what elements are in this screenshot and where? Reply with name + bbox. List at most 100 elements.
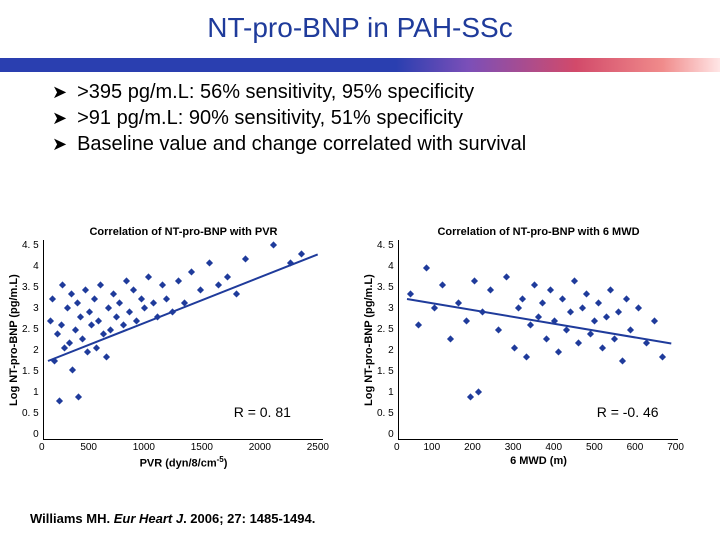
x-tick: 2500 [307,442,329,453]
bullet-arrow-icon: ➤ [52,82,67,104]
data-point [447,335,454,342]
data-point [138,295,145,302]
y-tick: 3. 5 [377,282,394,293]
plot-area: R = -0. 46 [398,240,678,440]
data-point [159,282,166,289]
citation-journal: Eur Heart J [114,511,183,526]
x-tick: 500 [586,442,603,453]
y-ticks: 4. 543. 532. 521. 510. 50 [377,240,398,440]
x-axis-label: PVR (dyn/8/cm-5) [6,455,361,470]
data-point [120,322,127,329]
x-tick: 400 [545,442,562,453]
bullet-text: >91 pg/m.L: 90% sensitivity, 51% specifi… [77,106,463,130]
data-point [68,291,75,298]
data-point [59,282,66,289]
chart-6mwd: Correlation of NT-pro-BNP with 6 MWD Log… [361,226,716,470]
data-point [495,326,502,333]
data-point [559,295,566,302]
y-tick: 3 [22,303,39,314]
data-point [579,304,586,311]
x-tick: 500 [80,442,97,453]
data-point [123,277,130,284]
divider-bar [0,58,720,72]
data-point [103,353,110,360]
data-point [206,260,213,267]
data-point [270,242,277,249]
data-point [93,344,100,351]
data-point [511,344,518,351]
y-tick: 1. 5 [22,366,39,377]
r-value: R = -0. 46 [597,404,659,420]
data-point [298,251,305,258]
data-point [623,295,630,302]
bullet-text: Baseline value and change correlated wit… [77,132,526,156]
y-tick: 3 [377,303,394,314]
data-point [141,304,148,311]
data-point [215,282,222,289]
data-point [86,308,93,315]
data-point [475,388,482,395]
data-point [224,273,231,280]
y-axis-label: Log NT-pro-BNP (pg/m.L) [6,240,22,440]
data-point [467,393,474,400]
data-point [188,268,195,275]
data-point [463,317,470,324]
data-point [97,282,104,289]
data-point [595,300,602,307]
data-point [583,291,590,298]
data-point [619,357,626,364]
data-point [72,326,79,333]
data-point [197,286,204,293]
x-tick: 200 [464,442,481,453]
y-tick: 4. 5 [22,240,39,251]
y-tick: 1 [377,387,394,398]
data-point [547,286,554,293]
data-point [82,286,89,293]
data-point [74,300,81,307]
data-point [575,340,582,347]
data-point [567,308,574,315]
data-point [91,295,98,302]
chart-pvr: Correlation of NT-pro-BNP with PVR Log N… [6,226,361,470]
data-point [113,313,120,320]
data-point [150,300,157,307]
y-tick: 1 [22,387,39,398]
data-point [64,304,71,311]
data-point [527,322,534,329]
x-tick: 100 [424,442,441,453]
data-point [145,273,152,280]
x-tick: 1000 [133,442,155,453]
data-point [88,322,95,329]
bullet-arrow-icon: ➤ [52,134,67,156]
data-point [49,295,56,302]
data-point [587,331,594,338]
data-point [54,331,61,338]
data-point [47,317,54,324]
data-point [627,326,634,333]
data-point [69,366,76,373]
data-point [503,273,510,280]
x-tick: 1500 [191,442,213,453]
chart-title: Correlation of NT-pro-BNP with 6 MWD [361,226,716,238]
data-point [66,340,73,347]
data-point [163,295,170,302]
y-tick: 4. 5 [377,240,394,251]
data-point [651,317,658,324]
y-tick: 2 [377,345,394,356]
y-tick: 2. 5 [377,324,394,335]
data-point [116,300,123,307]
data-point [105,304,112,311]
data-point [439,282,446,289]
data-point [175,277,182,284]
data-point [95,317,102,324]
y-tick: 2 [22,345,39,356]
data-point [603,313,610,320]
y-tick: 0. 5 [22,408,39,419]
y-tick: 0 [22,429,39,440]
data-point [79,335,86,342]
data-point [107,326,114,333]
data-point [487,286,494,293]
data-point [519,295,526,302]
data-point [515,304,522,311]
y-tick: 0 [377,429,394,440]
